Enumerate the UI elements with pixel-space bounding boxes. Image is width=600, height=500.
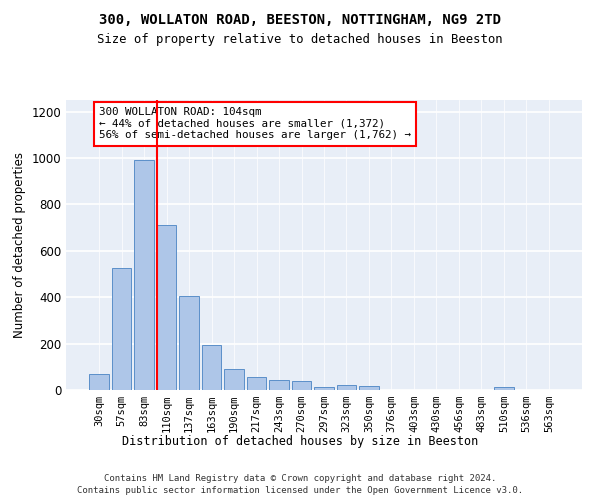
Text: Contains HM Land Registry data © Crown copyright and database right 2024.: Contains HM Land Registry data © Crown c…	[104, 474, 496, 483]
Bar	[179, 296, 199, 390]
Bar	[202, 345, 221, 390]
Bar	[269, 380, 289, 390]
Bar	[314, 386, 334, 390]
Text: Contains public sector information licensed under the Open Government Licence v3: Contains public sector information licen…	[77, 486, 523, 495]
Bar	[494, 387, 514, 390]
Bar	[157, 226, 176, 390]
Bar	[89, 374, 109, 390]
Bar	[292, 381, 311, 390]
Bar	[337, 386, 356, 390]
Y-axis label: Number of detached properties: Number of detached properties	[13, 152, 26, 338]
Bar	[247, 376, 266, 390]
Bar	[224, 369, 244, 390]
Text: 300, WOLLATON ROAD, BEESTON, NOTTINGHAM, NG9 2TD: 300, WOLLATON ROAD, BEESTON, NOTTINGHAM,…	[99, 12, 501, 26]
Text: Size of property relative to detached houses in Beeston: Size of property relative to detached ho…	[97, 32, 503, 46]
Text: 300 WOLLATON ROAD: 104sqm
← 44% of detached houses are smaller (1,372)
56% of se: 300 WOLLATON ROAD: 104sqm ← 44% of detac…	[99, 107, 411, 140]
Bar	[112, 268, 131, 390]
Text: Distribution of detached houses by size in Beeston: Distribution of detached houses by size …	[122, 435, 478, 448]
Bar	[359, 386, 379, 390]
Bar	[134, 160, 154, 390]
